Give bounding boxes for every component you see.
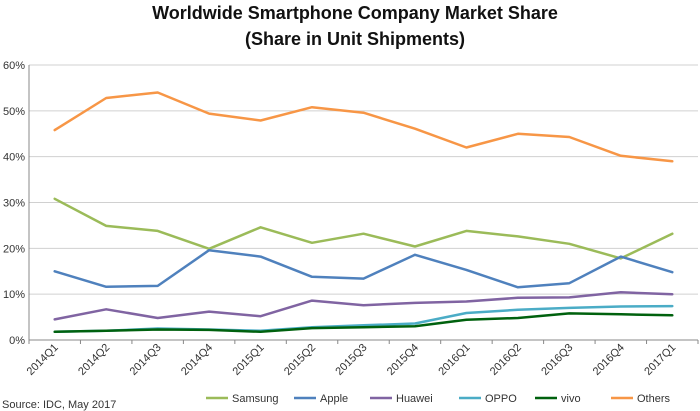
legend-label: vivo (561, 393, 581, 405)
chart-title: Worldwide Smartphone Company Market Shar… (152, 3, 558, 23)
x-tick-label: 2014Q3 (128, 342, 164, 378)
legend-label: OPPO (485, 393, 517, 405)
legend-item-samsung: Samsung (206, 393, 278, 405)
x-tick-label: 2014Q1 (25, 342, 61, 378)
series-lines (53, 91, 674, 334)
legend: Samsung Apple Huawei OPPO vivo Others (206, 393, 671, 405)
legend-item-vivo: vivo (535, 393, 581, 405)
x-tick-label: 2014Q4 (179, 342, 215, 378)
x-tick-label: 2015Q2 (282, 342, 318, 378)
x-tick-label: 2015Q3 (333, 342, 369, 378)
chart-subtitle: (Share in Unit Shipments) (245, 29, 465, 49)
legend-label: Others (637, 393, 671, 405)
y-tick-label: 0% (9, 335, 25, 347)
y-tick-label: 60% (3, 60, 25, 72)
series-line-apple (53, 248, 674, 289)
legend-label: Apple (320, 393, 348, 405)
series-line-samsung (53, 197, 674, 260)
legend-item-oppo: OPPO (459, 393, 517, 405)
x-tick-label: 2016Q4 (591, 342, 627, 378)
legend-item-others: Others (611, 393, 671, 405)
series-line-others (53, 91, 674, 163)
x-tick-label: 2017Q1 (642, 342, 678, 378)
legend-label: Samsung (232, 393, 278, 405)
series-line-vivo (53, 312, 674, 334)
legend-item-huawei: Huawei (370, 393, 433, 405)
x-tick-label: 2014Q2 (76, 342, 112, 378)
y-tick-label: 50% (3, 106, 25, 118)
y-tick-label: 20% (3, 243, 25, 255)
gridlines (29, 64, 698, 341)
legend-label: Huawei (396, 393, 433, 405)
y-tick-label: 10% (3, 289, 25, 301)
series-line-huawei (53, 291, 674, 321)
x-tick-label: 2016Q1 (436, 342, 472, 378)
source-note: Source: IDC, May 2017 (2, 399, 116, 411)
x-tick-label: 2015Q1 (231, 342, 267, 378)
x-tick-label: 2016Q2 (488, 342, 524, 378)
y-tick-label: 30% (3, 198, 25, 210)
x-tick-label: 2015Q4 (385, 342, 421, 378)
legend-item-apple: Apple (294, 393, 348, 405)
x-tick-label: 2016Q3 (539, 342, 575, 378)
y-tick-label: 40% (3, 152, 25, 164)
